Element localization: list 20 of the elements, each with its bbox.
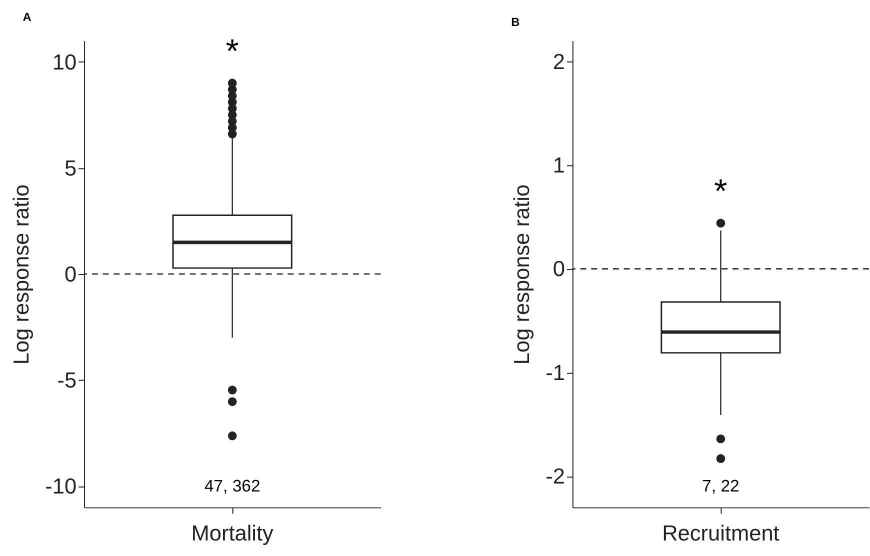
y-tick-label: 2 — [552, 48, 566, 74]
y-tick-label: 1 — [552, 152, 566, 178]
y-tick-label: 0 — [552, 256, 566, 282]
text: B — [511, 14, 520, 29]
y-tick-label: -2 — [546, 464, 566, 489]
annotation: * — [226, 34, 239, 71]
x-tick-label: Mortality — [191, 520, 274, 546]
annotation: 47, 362 — [204, 476, 260, 496]
y-tick-label: -5 — [57, 367, 77, 392]
y-tick-label: -1 — [546, 360, 566, 385]
y-axis-title: Log response ratio — [8, 184, 34, 365]
text: A — [22, 10, 32, 24]
y-tick-label: 10 — [52, 49, 77, 74]
annotation: 7, 22 — [702, 476, 740, 496]
y-axis-title: Log response ratio — [508, 184, 534, 365]
y-tick-label: 5 — [64, 155, 77, 180]
y-tick-label: -10 — [45, 474, 77, 499]
y-tick-label: 0 — [64, 261, 77, 286]
x-tick-label: Recruitment — [662, 520, 780, 546]
annotation: * — [714, 174, 728, 211]
